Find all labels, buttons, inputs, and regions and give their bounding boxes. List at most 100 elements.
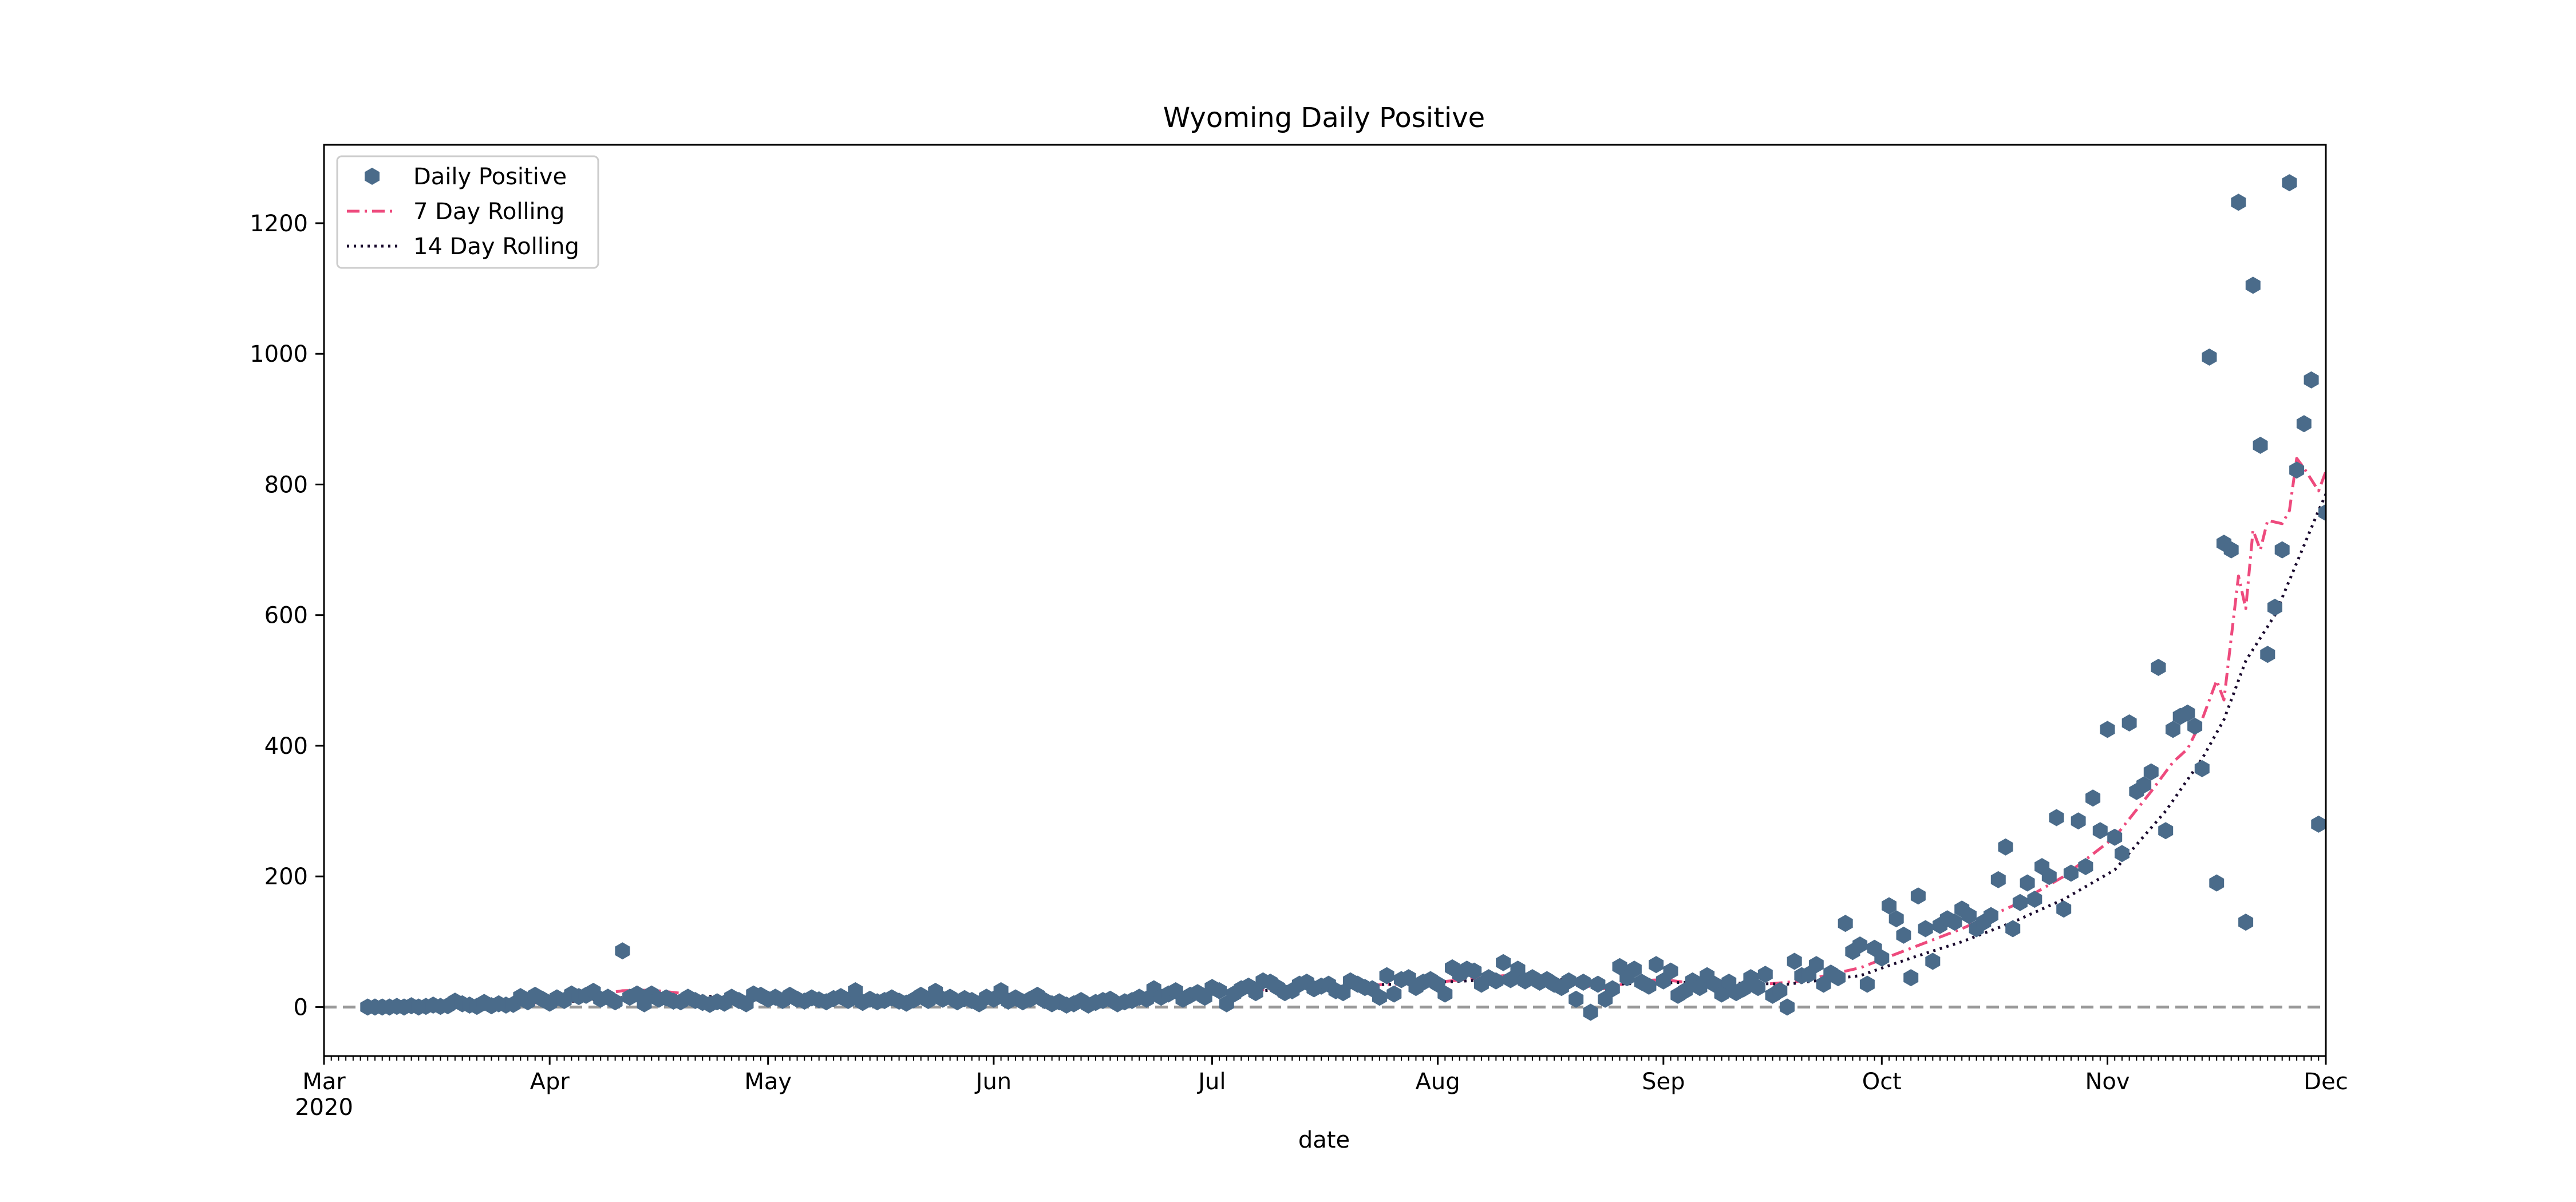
y-tick-label: 400: [264, 733, 308, 760]
data-point: [1757, 966, 1773, 983]
data-point: [2121, 714, 2137, 732]
data-point: [1990, 871, 2006, 888]
data-point: [1612, 958, 1627, 975]
data-point: [2282, 174, 2297, 192]
data-point: [1649, 956, 1664, 974]
plot-area: [324, 174, 2326, 1021]
data-point: [2223, 541, 2239, 559]
y-tick-label: 0: [294, 994, 308, 1021]
data-point: [2115, 845, 2129, 863]
x-tick-label: Aug: [1416, 1069, 1460, 1095]
data-point: [1874, 949, 1890, 967]
data-point: [2151, 659, 2166, 676]
data-point: [2020, 874, 2035, 892]
data-point: [1248, 984, 1263, 1002]
data-point: [2274, 541, 2290, 559]
data-point: [1627, 960, 1642, 978]
y-tick-label: 1000: [250, 341, 308, 367]
data-point: [2005, 920, 2021, 938]
data-point: [1816, 975, 1831, 993]
data-point: [2085, 789, 2101, 807]
data-point: [1882, 897, 1897, 915]
data-point: [2056, 900, 2072, 918]
data-point: [2289, 461, 2305, 479]
data-point: [2012, 893, 2028, 911]
y-tick-label: 600: [264, 603, 308, 629]
data-point: [1605, 980, 1620, 998]
x-tick-label: Jul: [1196, 1069, 1226, 1095]
data-point: [2194, 760, 2210, 777]
data-point: [1692, 979, 1708, 997]
data-point: [2143, 763, 2159, 781]
data-point: [1336, 984, 1351, 1002]
data-point: [1896, 926, 1911, 944]
data-point: [1212, 982, 1227, 999]
data-point: [2318, 504, 2326, 521]
data-point: [1568, 990, 1584, 1008]
y-tick-label: 800: [264, 472, 308, 498]
x-tick-label: Dec: [2304, 1069, 2348, 1095]
daily-positive-points: [360, 174, 2326, 1021]
data-point: [2027, 891, 2042, 908]
data-point: [1663, 962, 1678, 980]
data-point: [1714, 985, 1729, 1003]
legend-label: 14 Day Rolling: [413, 234, 579, 260]
y-tick-label: 200: [264, 864, 308, 890]
data-point: [1998, 838, 2013, 856]
data-point: [2231, 193, 2246, 211]
data-point: [1918, 920, 1933, 938]
data-point: [2136, 776, 2152, 794]
data-point: [1641, 977, 1657, 995]
data-point: [1510, 960, 1526, 978]
data-point: [1780, 998, 1795, 1016]
data-point: [1852, 936, 1868, 954]
data-point: [1575, 974, 1591, 991]
legend: Daily Positive 7 Day Rolling 14 Day Rollin…: [336, 155, 599, 269]
data-point: [1583, 1003, 1598, 1021]
data-point: [2267, 599, 2282, 616]
data-point: [607, 993, 623, 1011]
x-axis-label: date: [1298, 1127, 1350, 1153]
data-point: [1496, 954, 1511, 971]
data-point: [1488, 972, 1504, 990]
chart-title: Wyoming Daily Positive: [1163, 102, 1485, 134]
data-point: [848, 982, 863, 999]
data-point: [2158, 822, 2174, 840]
data-point: [1772, 982, 1788, 999]
data-point: [2209, 874, 2225, 892]
data-point: [2245, 276, 2261, 294]
y-axis: 0 200 400 600 800 1000 1200: [250, 211, 324, 1021]
data-point: [1467, 962, 1482, 980]
data-point: [1859, 975, 1875, 993]
data-point: [1910, 887, 1926, 905]
x-tick-label: Apr: [530, 1069, 570, 1095]
x-tick-label: Jun: [974, 1069, 1012, 1095]
data-point: [1787, 952, 1802, 970]
data-point: [1386, 985, 1402, 1003]
x-tick-label: May: [744, 1069, 792, 1095]
data-point: [2049, 809, 2064, 827]
data-point: [2260, 646, 2275, 663]
data-point: [1838, 915, 1853, 932]
data-point: [1903, 969, 1919, 987]
data-point: [2253, 437, 2268, 454]
data-point: [1736, 980, 1751, 998]
data-point: [1372, 989, 1387, 1006]
x-tick-label: Mar: [302, 1069, 346, 1095]
data-point: [2100, 721, 2115, 738]
data-point: [2041, 868, 2057, 885]
data-point: [2187, 717, 2203, 735]
data-point: [2180, 704, 2195, 722]
data-point: [2092, 822, 2108, 840]
data-point: [1984, 907, 1998, 924]
plot-frame: [323, 144, 2327, 1057]
data-point: [1947, 914, 1962, 931]
x-tick-label: Nov: [2085, 1069, 2129, 1095]
data-point: [1808, 956, 1824, 974]
data-point: [1831, 969, 1846, 987]
data-point: [1590, 975, 1606, 993]
x-tick-label: Sep: [1642, 1069, 1685, 1095]
data-point: [2071, 812, 2086, 830]
